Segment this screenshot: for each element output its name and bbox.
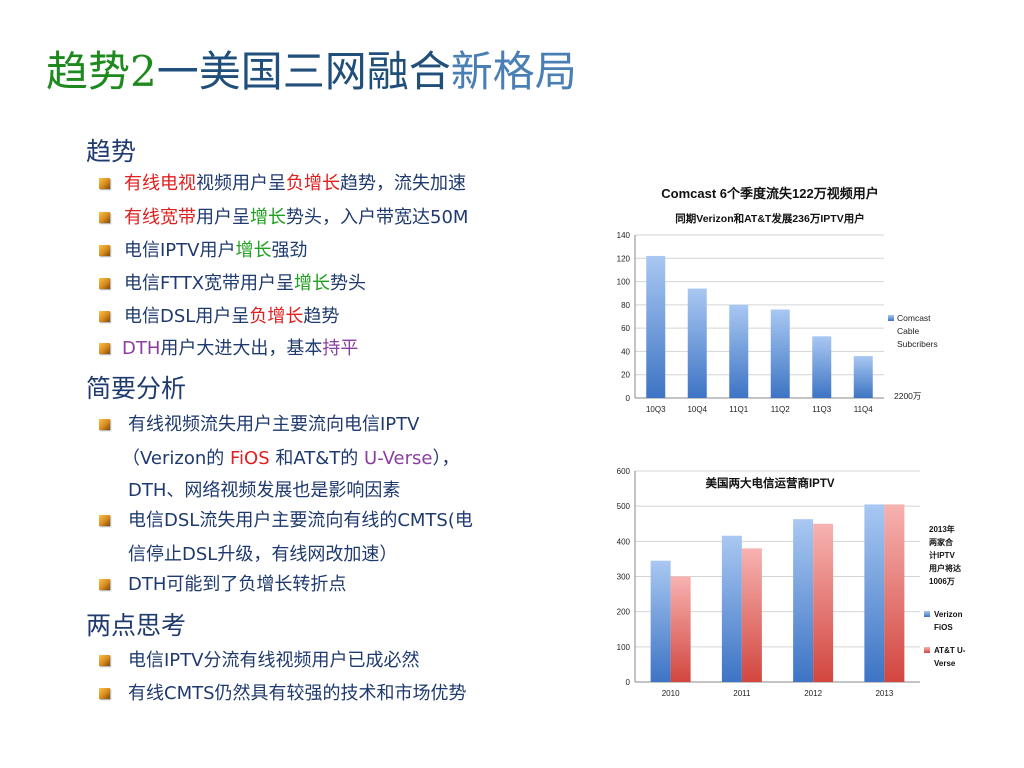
trend-item-4: 电信FTTX宽带用户呈增长势头 <box>124 273 367 294</box>
legend-label: Verizon <box>934 610 963 619</box>
legend-swatch <box>924 611 930 617</box>
legend-label: AT&T U- <box>934 646 966 655</box>
trend-item-3: 电信IPTV用户增长强劲 <box>124 240 308 261</box>
legend-label: FiOS <box>934 623 953 632</box>
bullet-icon <box>99 278 110 289</box>
bullet-icon <box>99 688 110 699</box>
bullet-icon <box>99 212 110 223</box>
y-tick-label: 40 <box>621 347 630 356</box>
section-heading-trend: 趋势 <box>86 137 137 166</box>
y-tick-label: 80 <box>621 301 630 310</box>
chart-annotation: 2200万 <box>894 391 921 401</box>
legend-label: Cable <box>897 326 919 336</box>
bullet-icon <box>99 178 110 189</box>
bar-10Q4 <box>687 288 707 398</box>
y-tick-label: 60 <box>621 324 630 333</box>
analysis-item-1-line-3: DTH、网络视频发展也是影响因素 <box>128 480 401 501</box>
analysis-item-1-line-2: （Verizon的 FiOS 和AT&T的 U-Verse）， <box>122 448 460 469</box>
analysis-item-1-line-1: 有线视频流失用户主要流向电信IPTV <box>128 414 420 435</box>
title-part-1: 趋势 <box>46 47 131 96</box>
bar-2011-series-2 <box>741 548 762 682</box>
legend-swatch <box>924 647 930 653</box>
iptv-operators-chart: 0 100 200 300 400 500 600 2010 2011 2012 2013 美国两大电… <box>617 467 966 698</box>
y-tick-label: 20 <box>621 371 630 380</box>
section-heading-analysis: 简要分析 <box>86 374 187 403</box>
analysis-item-2-line-1: 电信DSL流失用户主要流向有线的CMTS(电 <box>128 510 473 531</box>
chart-annotation: 计IPTV <box>929 550 955 560</box>
y-tick-label: 0 <box>626 678 631 687</box>
legend-label: Comcast <box>897 313 931 323</box>
x-tick-label: 11Q3 <box>812 405 832 414</box>
chart-annotation: 1006万 <box>929 577 955 586</box>
chart-subtitle: 同期Verizon和AT&T发展236万IPTV用户 <box>675 212 864 225</box>
bullet-icon <box>99 311 110 322</box>
chart-title: 美国两大电信运营商IPTV <box>705 476 834 490</box>
x-tick-label: 11Q1 <box>729 405 749 414</box>
trend-item-2: 有线宽带用户呈增长势头，入户带宽达50M <box>124 207 469 228</box>
title-part-2: 2 <box>130 47 157 96</box>
x-tick-label: 10Q4 <box>687 405 707 414</box>
legend-label: Subcribers <box>897 339 938 349</box>
bar-2013-series-2 <box>884 504 905 682</box>
bar-2012-series-2 <box>813 523 834 682</box>
title-part-4: 美国三网融合 <box>198 47 451 96</box>
bullet-icon <box>99 579 110 590</box>
title-part-3: 一 <box>156 47 199 96</box>
legend-swatch <box>888 315 894 321</box>
analysis-item-3: DTH可能到了负增长转折点 <box>128 574 347 595</box>
bullet-icon <box>99 655 110 666</box>
comcast-subscribers-chart: Comcast 6个季度流失122万视频用户同期Verizon和AT&T发展23… <box>617 186 938 414</box>
bar-2012-series-1 <box>793 519 814 682</box>
chart-annotation: 2013年 <box>929 524 955 534</box>
x-tick-label: 2010 <box>662 689 680 698</box>
legend-label: Verse <box>934 659 956 668</box>
x-tick-label: 11Q2 <box>771 405 791 414</box>
trend-item-6: DTH用户大进大出，基本持平 <box>122 338 359 359</box>
bullet-icon <box>99 245 110 256</box>
x-tick-label: 10Q3 <box>646 405 666 414</box>
y-tick-label: 200 <box>617 608 631 617</box>
bullet-icon <box>99 515 110 526</box>
y-tick-label: 400 <box>617 537 631 546</box>
bar-11Q2 <box>770 309 790 398</box>
bar-11Q3 <box>812 336 832 398</box>
bar-2011-series-1 <box>721 535 742 682</box>
analysis-item-2-line-2: 信停止DSL升级，有线网改加速） <box>128 544 398 565</box>
y-tick-label: 300 <box>617 573 631 582</box>
y-tick-label: 100 <box>617 643 631 652</box>
bar-2010-series-2 <box>670 576 691 682</box>
title-part-5: 新格局 <box>450 47 577 96</box>
thinking-item-1: 电信IPTV分流有线视频用户已成必然 <box>128 650 420 671</box>
bar-11Q1 <box>729 304 749 398</box>
chart-annotation: 两家合 <box>929 537 954 547</box>
x-tick-label: 2011 <box>733 689 751 698</box>
trend-item-1: 有线电视视频用户呈负增长趋势，流失加速 <box>124 173 466 194</box>
x-tick-label: 2013 <box>875 689 893 698</box>
y-tick-label: 500 <box>617 502 631 511</box>
bar-2013-series-1 <box>864 504 885 682</box>
chart-title: Comcast 6个季度流失122万视频用户 <box>661 186 878 201</box>
bar-11Q4 <box>853 356 873 398</box>
y-tick-label: 120 <box>617 254 631 263</box>
y-tick-label: 140 <box>617 231 631 240</box>
thinking-item-2: 有线CMTS仍然具有较强的技术和市场优势 <box>128 683 467 704</box>
x-tick-label: 11Q4 <box>854 405 874 414</box>
bar-10Q3 <box>646 255 666 398</box>
section-heading-thinking: 两点思考 <box>86 611 187 640</box>
x-tick-label: 2012 <box>804 689 822 698</box>
bullet-icon <box>99 343 110 354</box>
y-tick-label: 100 <box>617 278 631 287</box>
bar-2010-series-1 <box>650 560 671 682</box>
y-tick-label: 600 <box>617 467 631 476</box>
bullet-icon <box>99 419 110 430</box>
slide-title: 趋势2一美国三网融合新格局 <box>46 38 577 99</box>
chart-annotation: 用户将达 <box>928 563 961 573</box>
y-tick-label: 0 <box>626 394 631 403</box>
trend-item-5: 电信DSL用户呈负增长趋势 <box>124 306 340 327</box>
